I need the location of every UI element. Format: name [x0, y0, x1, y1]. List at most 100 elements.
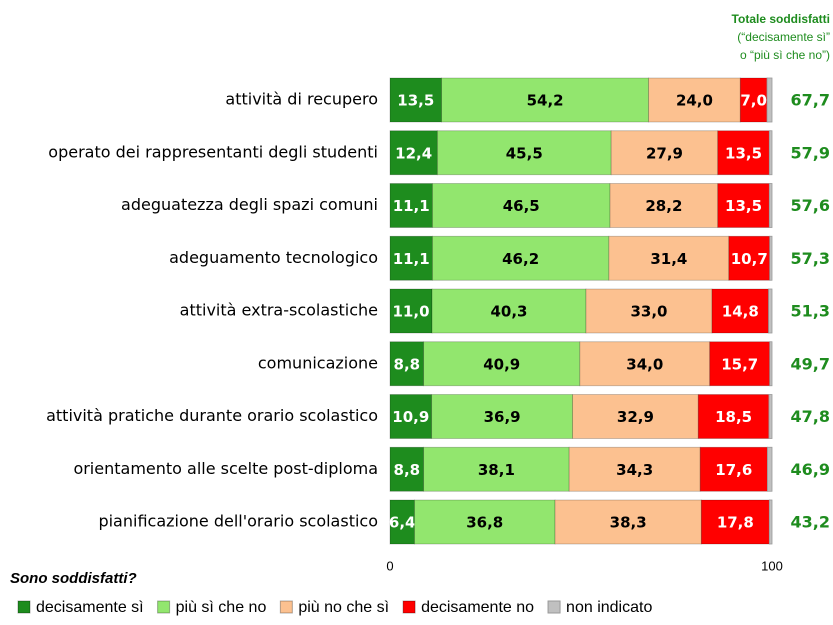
- value-label: 32,9: [617, 408, 654, 426]
- value-label: 36,8: [466, 514, 503, 532]
- bar-segment: [728, 235, 771, 281]
- bar-segment: [711, 288, 769, 334]
- bar-segment: [768, 499, 773, 545]
- x-tick-label: 100: [761, 558, 783, 573]
- value-label: 40,3: [490, 303, 527, 321]
- bar-segment: [423, 341, 581, 387]
- bar-segment: [554, 499, 702, 545]
- total-label: 57,6: [791, 196, 830, 215]
- bar-segment: [585, 288, 713, 334]
- value-label: 14,8: [722, 303, 759, 321]
- bar-segment: [389, 130, 438, 176]
- bar-segment: [568, 446, 701, 492]
- value-label: 6,4: [389, 514, 416, 532]
- category-label: operato dei rappresentanti degli student…: [48, 142, 378, 161]
- bar-segment: [389, 235, 433, 281]
- header-title: Totale soddisfatti: [732, 12, 830, 26]
- legend-label: non indicato: [566, 599, 652, 616]
- bar-segment: [700, 499, 770, 545]
- category-label: adeguatezza degli spazi comuni: [121, 195, 378, 214]
- value-label: 40,9: [483, 355, 520, 373]
- category-label: attività pratiche durante orario scolast…: [46, 406, 378, 425]
- category-label: adeguamento tecnologico: [169, 248, 378, 267]
- value-label: 15,7: [721, 355, 758, 373]
- bar-segment: [389, 288, 433, 334]
- value-label: 18,5: [715, 408, 752, 426]
- bar-segment: [767, 446, 773, 492]
- category-label: attività extra-scolastiche: [180, 301, 378, 320]
- annotation: Sono soddisfatti?: [10, 570, 137, 587]
- bar-segment: [432, 183, 611, 228]
- x-tick-label: 0: [386, 558, 393, 573]
- value-label: 13,5: [725, 197, 762, 215]
- bar-segment: [769, 235, 773, 281]
- bar-segment: [431, 288, 587, 334]
- legend-swatch: [279, 600, 293, 614]
- bar-segment: [389, 183, 433, 228]
- category-label: pianificazione dell'orario scolastico: [98, 512, 378, 531]
- bar-segment: [441, 77, 650, 123]
- bar-segment: [436, 130, 612, 176]
- bar-segment: [697, 394, 770, 439]
- value-label: 46,2: [502, 250, 539, 268]
- value-label: 7,0: [740, 92, 767, 110]
- bar-segment: [389, 446, 425, 492]
- legend-swatch: [17, 600, 31, 614]
- bar-segment: [768, 130, 773, 176]
- value-label: 34,0: [626, 355, 663, 373]
- bar-segment: [389, 394, 433, 439]
- legend-label: decisamente no: [421, 599, 534, 616]
- bar-segment: [717, 130, 770, 176]
- header-line: (“decisamente sì”: [737, 30, 830, 44]
- total-label: 67,7: [791, 91, 830, 110]
- total-label: 57,3: [791, 249, 830, 268]
- value-label: 11,1: [393, 250, 430, 268]
- total-label: 43,2: [791, 513, 830, 532]
- value-label: 17,6: [715, 461, 752, 479]
- value-label: 24,0: [676, 92, 713, 110]
- value-label: 13,5: [397, 92, 434, 110]
- value-label: 36,9: [484, 408, 521, 426]
- value-label: 11,1: [393, 197, 430, 215]
- legend-swatch: [157, 600, 171, 614]
- bar-segment: [389, 77, 442, 123]
- legend-label: più no che sì: [298, 599, 389, 616]
- bar-segment: [768, 183, 773, 228]
- bar-segment: [432, 235, 610, 281]
- legend-label: decisamente sì: [36, 599, 144, 616]
- total-label: 49,7: [791, 354, 830, 373]
- bar-segment: [579, 341, 711, 387]
- bar-segment: [768, 288, 773, 334]
- bar-segment: [610, 130, 719, 176]
- header-line: o “più sì che no”): [740, 48, 830, 62]
- value-label: 54,2: [527, 92, 564, 110]
- legend-swatch: [402, 600, 416, 614]
- value-label: 31,4: [650, 250, 687, 268]
- value-label: 8,8: [394, 461, 421, 479]
- bar-segment: [572, 394, 699, 439]
- total-label: 47,8: [791, 407, 830, 426]
- category-label: attività di recupero: [225, 90, 378, 109]
- value-label: 45,5: [506, 144, 543, 162]
- bar-segment: [766, 77, 773, 123]
- bar-segment: [414, 499, 556, 545]
- value-label: 17,8: [717, 514, 754, 532]
- category-label: orientamento alle scelte post-diploma: [73, 459, 378, 478]
- bar-segment: [389, 341, 425, 387]
- bar-segment: [717, 183, 770, 228]
- value-label: 27,9: [646, 144, 683, 162]
- value-label: 13,5: [725, 144, 762, 162]
- bar-segment: [768, 394, 773, 439]
- value-label: 10,7: [731, 250, 768, 268]
- value-label: 34,3: [616, 461, 653, 479]
- value-label: 33,0: [630, 303, 667, 321]
- total-label: 51,3: [791, 302, 830, 321]
- value-label: 38,3: [610, 514, 647, 532]
- legend-label: più sì che no: [176, 599, 267, 616]
- value-label: 12,4: [395, 144, 432, 162]
- value-label: 8,8: [394, 355, 421, 373]
- value-label: 11,0: [393, 303, 430, 321]
- value-label: 10,9: [392, 408, 429, 426]
- total-label: 57,9: [791, 143, 830, 162]
- value-label: 46,5: [503, 197, 540, 215]
